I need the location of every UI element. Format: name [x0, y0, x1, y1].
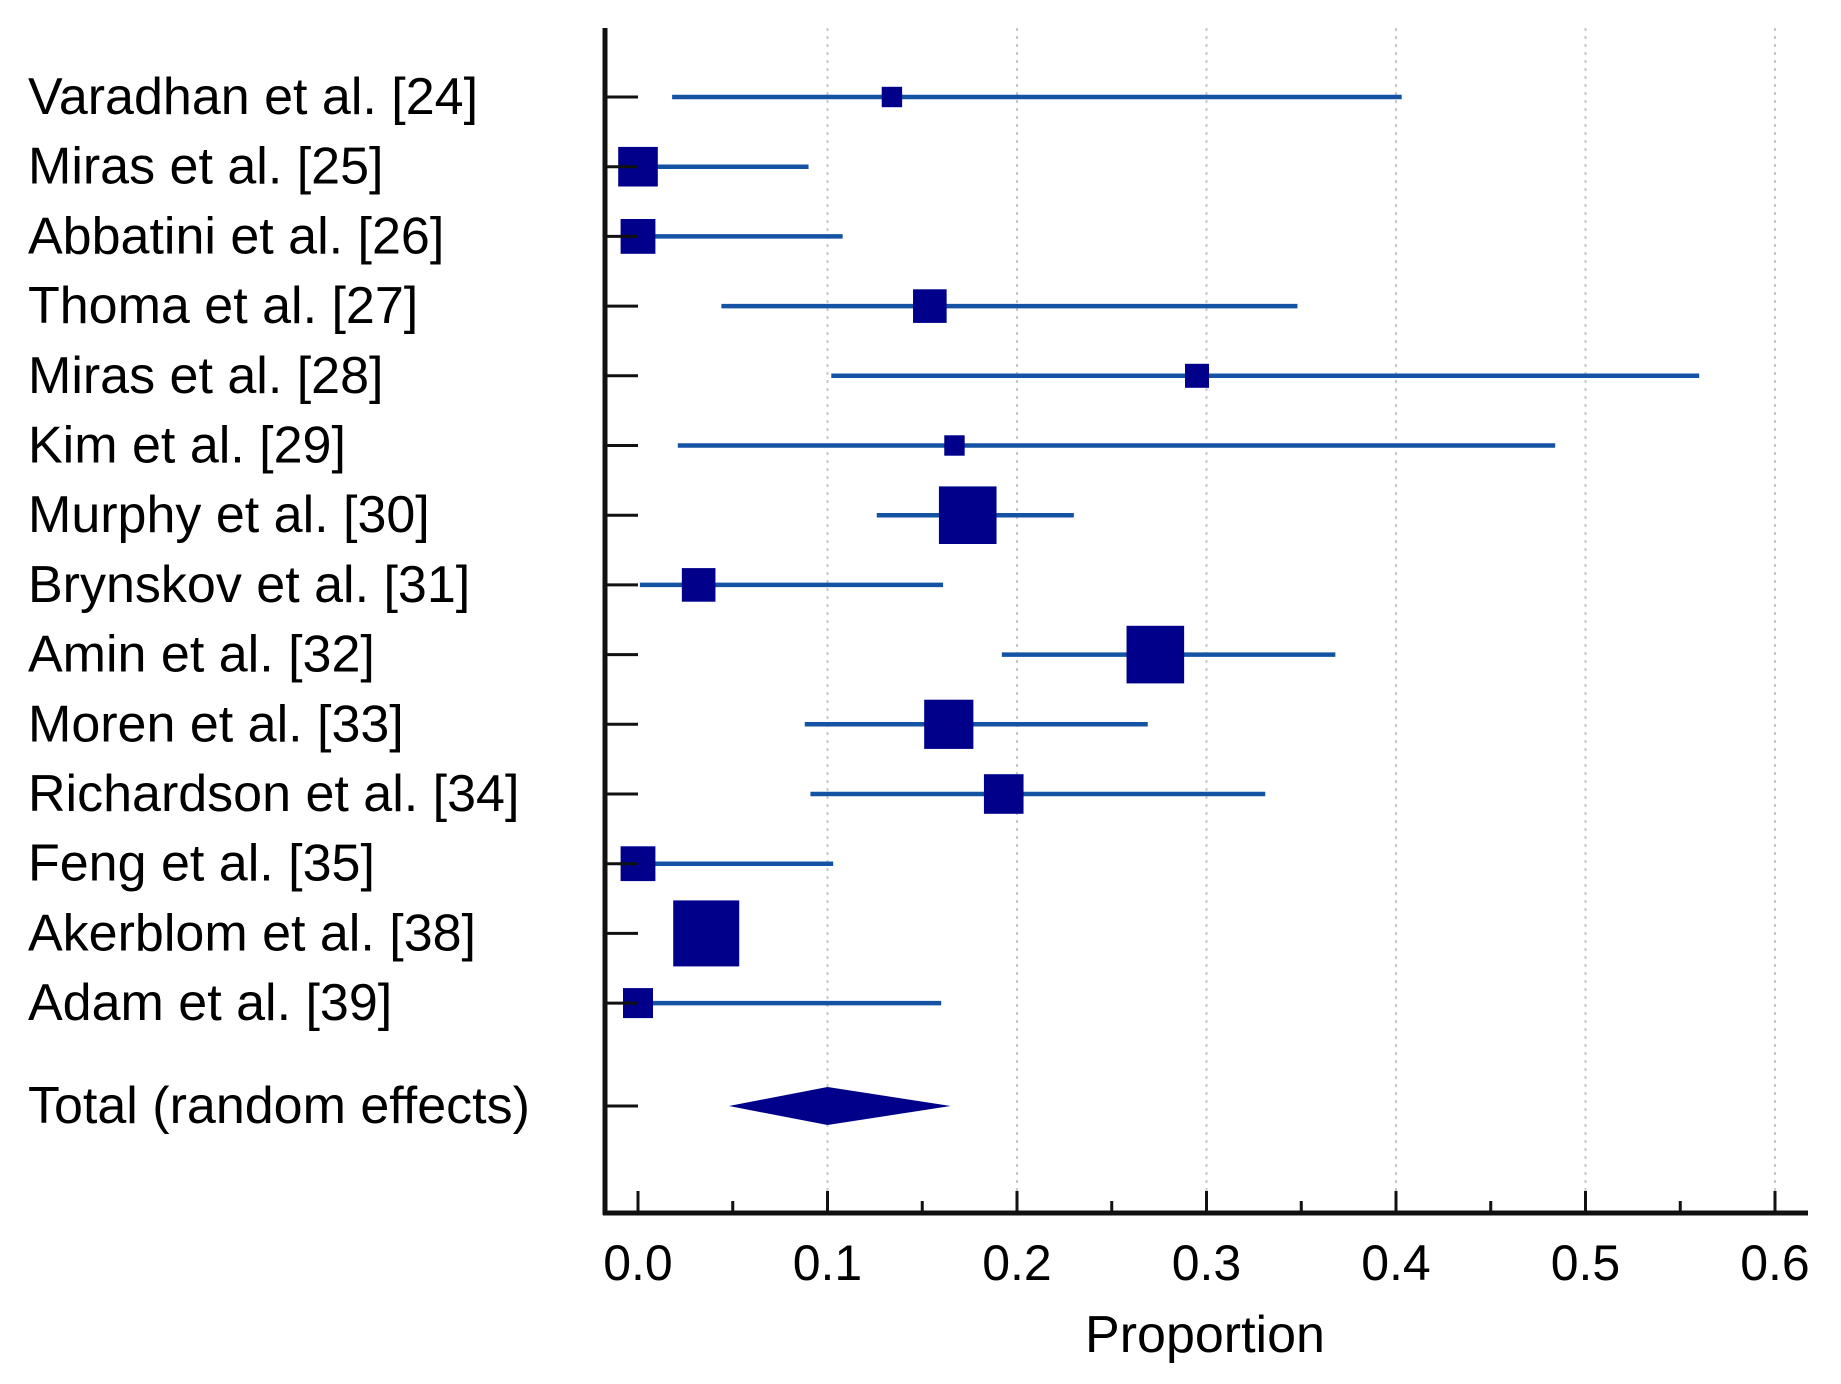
axes: 0.0 0.1 0.2 0.3 0.4 0.5 0.6	[602, 28, 1810, 1291]
x-tick-label: 0.0	[603, 1235, 673, 1291]
study-label: Kim et al. [29]	[28, 417, 346, 475]
study-label: Feng et al. [35]	[28, 835, 375, 893]
study-label: Miras et al. [25]	[28, 138, 383, 196]
study-label: Abbatini et al. [26]	[28, 207, 444, 265]
point-estimate-marker	[1185, 363, 1210, 388]
study-markers	[618, 86, 1210, 1125]
study-labels: Varadhan et al. [24] Miras et al. [25] Abb…	[28, 68, 530, 1135]
x-tick-label: 0.3	[1172, 1235, 1242, 1291]
study-label: Brynskov et al. [31]	[28, 556, 470, 614]
point-estimate-marker	[938, 486, 997, 544]
study-label: Amin et al. [32]	[28, 626, 375, 684]
total-label: Total (random effects)	[28, 1077, 530, 1135]
x-tick-label: 0.6	[1740, 1235, 1810, 1291]
x-tick-label: 0.2	[982, 1235, 1052, 1291]
x-tick-label: 0.4	[1361, 1235, 1431, 1291]
study-label: Moren et al. [33]	[28, 695, 404, 753]
x-tick-label: 0.1	[793, 1235, 863, 1291]
pooled-estimate-diamond	[728, 1087, 951, 1125]
point-estimate-marker	[881, 86, 903, 108]
study-label: Thoma et al. [27]	[28, 277, 418, 335]
point-estimate-marker	[944, 435, 965, 456]
study-label: Adam et al. [39]	[28, 974, 392, 1032]
point-estimate-marker	[1126, 625, 1185, 684]
study-label: Varadhan et al. [24]	[28, 68, 478, 126]
point-estimate-marker	[924, 699, 974, 749]
point-estimate-marker	[673, 900, 740, 967]
x-axis-title: Proportion	[1085, 1306, 1325, 1364]
confidence-intervals	[638, 94, 1700, 1006]
study-label: Miras et al. [28]	[28, 347, 383, 405]
study-label: Richardson et al. [34]	[28, 765, 519, 823]
study-label: Akerblom et al. [38]	[28, 904, 476, 962]
study-label: Murphy et al. [30]	[28, 486, 430, 544]
x-tick-label: 0.5	[1551, 1235, 1621, 1291]
point-estimate-marker	[681, 568, 716, 602]
point-estimate-marker	[913, 289, 947, 323]
grid-lines	[826, 28, 1776, 1213]
point-estimate-marker	[983, 774, 1024, 814]
